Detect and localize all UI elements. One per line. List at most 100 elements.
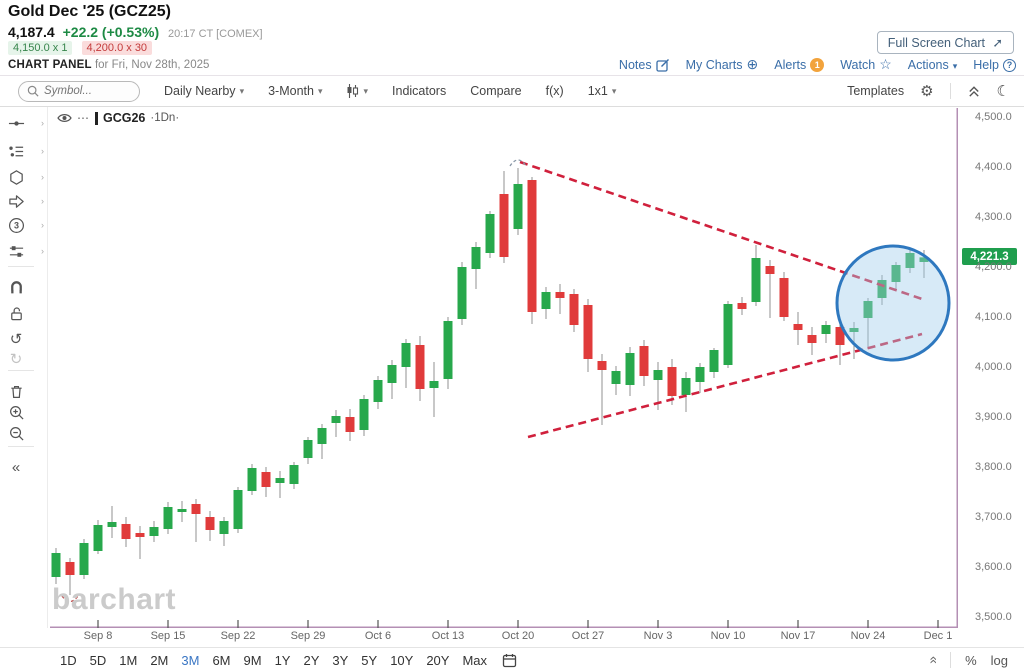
chart-type-dropdown[interactable]: ▾ [346, 83, 368, 99]
symbol-input[interactable] [44, 85, 130, 97]
candle-body [247, 468, 257, 491]
range-button-5y[interactable]: 5Y [361, 652, 378, 668]
submenu-chevron-icon: › [41, 220, 44, 230]
dark-mode-moon-icon[interactable]: ☾ [996, 83, 1010, 100]
barchart-watermark: barchart [52, 583, 177, 616]
alerts-link[interactable]: Alerts 1 [774, 57, 825, 72]
divider [949, 83, 951, 99]
date-axis[interactable]: Sep 8 Sep 15 Sep 22 Sep 29 Oct 6 Oct 13 Oct 20… [50, 630, 958, 646]
candle-body [65, 562, 75, 575]
candle-body [919, 257, 929, 262]
collapse-panel-up-icon[interactable] [967, 84, 981, 98]
candle-body [163, 507, 173, 529]
notes-link[interactable]: Notes [619, 58, 670, 72]
cursor-tool-tool[interactable]: › [6, 112, 44, 134]
symbol-search[interactable] [18, 80, 140, 102]
visibility-eye-icon[interactable] [57, 112, 72, 124]
price-axis-label: 4,200.0 [975, 261, 1012, 273]
range-button-3m[interactable]: 3M [181, 652, 200, 668]
divider [950, 652, 952, 668]
range-button-20y[interactable]: 20Y [426, 652, 450, 668]
date-axis-label: Nov 10 [710, 630, 746, 642]
zoom-out-tool[interactable] [6, 422, 42, 444]
quote-line: 4,187.4 +22.2 (+0.53%) 20:17 CT [COMEX] [8, 24, 263, 40]
collapse-panel-down-icon[interactable]: » [924, 656, 941, 664]
candle-body [107, 522, 117, 527]
fibonacci-tool-tool[interactable]: 3 › [6, 214, 44, 236]
chart-legend[interactable]: ⋯ GCG26 ·1Dn· [57, 111, 179, 125]
breakout-circle-annotation[interactable] [835, 244, 951, 362]
divider [8, 370, 34, 371]
log-scale-button[interactable]: log [990, 652, 1008, 668]
unlock-icon [6, 305, 26, 322]
arrow-tool-icon [6, 193, 26, 210]
percent-scale-button[interactable]: % [965, 652, 977, 668]
candle-body [79, 543, 89, 575]
candle-body [401, 343, 411, 367]
gann-tool-icon [6, 243, 26, 260]
candle-body [653, 370, 663, 380]
price-axis[interactable]: 4,221.3 4,500.0 4,400.0 4,300.0 4,200.0 4,10… [962, 108, 1024, 628]
frequency-dropdown[interactable]: Daily Nearby ▾ [164, 84, 245, 98]
collapse-tool[interactable]: « [6, 456, 42, 478]
settings-gear-icon[interactable]: ⚙ [920, 83, 934, 100]
candlestick-type-icon [347, 84, 359, 98]
range-button-9m[interactable]: 9M [243, 652, 262, 668]
star-icon: ☆ [879, 56, 892, 72]
range-button-max[interactable]: Max [462, 652, 488, 668]
actions-link[interactable]: Actions ▾ [907, 57, 958, 72]
my-charts-link[interactable]: My Charts ⊕ [685, 56, 759, 72]
price-chart[interactable] [50, 108, 958, 628]
candle-body [779, 278, 789, 317]
range-button-6m[interactable]: 6M [212, 652, 231, 668]
watch-link[interactable]: Watch ☆ [840, 56, 892, 72]
trendline-annotation[interactable] [527, 332, 923, 439]
range-button-2m[interactable]: 2M [150, 652, 169, 668]
zoom-in-icon [6, 404, 26, 421]
templates-button[interactable]: Templates [847, 84, 905, 98]
range-dropdown[interactable]: 3-Month ▾ [268, 84, 323, 98]
grid-layout-dropdown[interactable]: 1x1 ▾ [587, 84, 617, 98]
candle-body [793, 324, 803, 330]
range-button-10y[interactable]: 10Y [390, 652, 414, 668]
ask-quote: 4,200.0 x 30 [81, 41, 153, 55]
divider [8, 446, 34, 447]
unlock-tool[interactable] [6, 302, 42, 324]
range-button-1y[interactable]: 1Y [274, 652, 291, 668]
candle-body [583, 305, 593, 359]
range-button-1m[interactable]: 1M [119, 652, 138, 668]
full-screen-chart-button[interactable]: Full Screen Chart ➚ [876, 31, 1014, 54]
delete-tool[interactable] [6, 380, 42, 402]
magnet-tool[interactable] [6, 276, 42, 298]
undo-tool[interactable]: ↺ [6, 328, 42, 350]
range-button-1d[interactable]: 1D [60, 652, 77, 668]
zoom-in-tool[interactable] [6, 401, 42, 423]
trendline-annotation[interactable] [519, 160, 923, 301]
expressions-button[interactable]: f(x) [545, 84, 564, 98]
shapes-tool-tool[interactable]: › [6, 166, 44, 188]
candle-body [527, 180, 537, 312]
candle-body [93, 525, 103, 551]
last-price-badge: 4,221.3 [962, 248, 1017, 265]
fibonacci-tool-icon: 3 [6, 217, 26, 234]
indicators-button[interactable]: Indicators [392, 84, 447, 98]
calendar-icon[interactable] [502, 653, 517, 668]
gann-tool-tool[interactable]: › [6, 240, 44, 262]
chart-panel-label: CHART PANEL for Fri, Nov 28th, 2025 [8, 59, 209, 71]
legend-menu-icon[interactable]: ⋯ [77, 111, 90, 125]
date-axis-label: Oct 6 [364, 630, 392, 642]
arrow-tool-tool[interactable]: › [6, 190, 44, 212]
annotation-tool-tool[interactable]: › [6, 140, 44, 162]
date-axis-label: Sep 22 [220, 630, 256, 642]
candle-body [625, 353, 635, 385]
chart-panel-date: for Fri, Nov 28th, 2025 [94, 59, 210, 71]
range-button-5d[interactable]: 5D [89, 652, 107, 668]
price-axis-label: 3,800.0 [975, 461, 1012, 473]
price-axis-label: 3,500.0 [975, 611, 1012, 623]
price-axis-label: 4,500.0 [975, 111, 1012, 123]
range-button-2y[interactable]: 2Y [303, 652, 320, 668]
range-button-3y[interactable]: 3Y [332, 652, 349, 668]
candle-body [569, 294, 579, 325]
help-link[interactable]: Help? [973, 57, 1016, 72]
compare-button[interactable]: Compare [470, 84, 522, 98]
